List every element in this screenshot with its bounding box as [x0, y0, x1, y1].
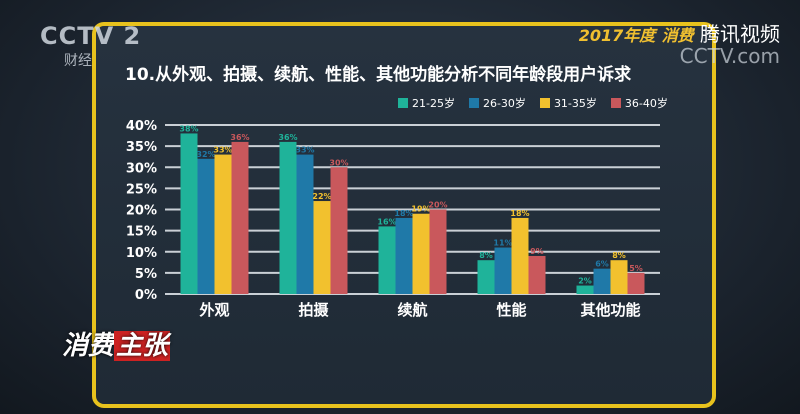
legend-label: 36-40岁 — [624, 97, 668, 110]
y-tick-label: 40% — [126, 119, 157, 134]
bar — [180, 133, 198, 294]
y-tick-label: 30% — [126, 161, 157, 176]
bar — [511, 217, 529, 294]
bar — [330, 167, 348, 294]
data-label: 11% — [493, 239, 512, 248]
y-tick-label: 10% — [126, 246, 157, 261]
legend-swatch — [398, 98, 408, 108]
legend-item: 26-30岁 — [468, 95, 526, 111]
bar — [429, 209, 447, 294]
data-label: 20% — [428, 201, 447, 210]
data-label: 32% — [196, 150, 215, 159]
data-label: 9% — [530, 247, 544, 256]
bar — [231, 141, 249, 294]
data-label: 30% — [329, 158, 348, 167]
data-label: 22% — [312, 192, 331, 201]
bar — [197, 158, 215, 294]
y-tick-label: 0% — [135, 288, 157, 303]
chart-title: 10.从外观、拍摄、续航、性能、其他功能分析不同年龄段用户诉求 — [125, 65, 632, 85]
data-label: 8% — [479, 251, 493, 260]
data-label: 33% — [295, 146, 314, 155]
bar — [593, 268, 611, 294]
legend-item: 21-25岁 — [398, 95, 455, 111]
x-tick-label: 外观 — [198, 301, 229, 319]
legend-item: 31-35岁 — [539, 95, 597, 111]
bar — [576, 285, 594, 294]
legend-label: 31-35岁 — [553, 97, 597, 110]
bar — [279, 141, 297, 294]
data-label: 36% — [230, 133, 249, 142]
bar — [494, 247, 512, 294]
data-label: 18% — [394, 209, 413, 218]
data-label: 6% — [595, 260, 609, 269]
bar — [477, 260, 495, 294]
bar — [214, 154, 232, 294]
bar — [412, 213, 430, 294]
legend-label: 21-25岁 — [412, 97, 455, 110]
bar — [313, 201, 331, 294]
y-tick-label: 35% — [126, 140, 157, 155]
sub-label: 消费 — [661, 26, 694, 45]
show-logo-part2: 主张 — [114, 331, 171, 361]
bar — [610, 260, 628, 294]
channel-sub: 财经 — [64, 53, 92, 69]
data-label: 8% — [612, 251, 626, 260]
show-logo-part1: 消费 — [62, 331, 115, 361]
x-tick-label: 续航 — [397, 301, 427, 319]
channel-logo: CCTV 2 — [40, 22, 142, 50]
data-label: 19% — [411, 205, 430, 214]
bar — [296, 154, 314, 294]
bar — [378, 226, 396, 294]
year-label: 2017年度 — [578, 26, 656, 45]
data-label: 18% — [510, 209, 529, 218]
data-label: 33% — [213, 146, 232, 155]
data-label: 5% — [629, 264, 643, 273]
x-tick-label: 性能 — [496, 301, 526, 319]
x-tick-label: 其他功能 — [580, 301, 640, 319]
x-tick-label: 拍摄 — [298, 301, 329, 319]
data-label: 16% — [377, 217, 396, 226]
platform-logo: 腾讯视频 — [700, 22, 780, 46]
bar — [528, 255, 546, 294]
legend-swatch — [539, 98, 550, 108]
y-tick-label: 5% — [135, 267, 157, 282]
data-label: 36% — [278, 133, 297, 142]
legend-label: 26-30岁 — [482, 97, 526, 110]
data-label: 38% — [179, 124, 198, 133]
bar — [395, 217, 413, 294]
y-tick-label: 25% — [126, 182, 157, 197]
top-right-banner: 2017年度 消费 腾讯视频 — [579, 18, 780, 47]
y-tick-label: 20% — [126, 204, 157, 219]
show-logo: 消费主张 — [62, 325, 171, 362]
legend-swatch — [468, 98, 479, 108]
bar — [627, 272, 645, 294]
legend-swatch — [610, 98, 621, 108]
y-tick-label: 15% — [126, 225, 157, 240]
watermark: CCTV.com — [679, 44, 780, 68]
data-label: 2% — [578, 277, 592, 286]
legend-item: 36-40岁 — [610, 95, 668, 111]
legend: 21-25岁 26-30岁 31-35岁 36-40岁 — [398, 95, 668, 111]
